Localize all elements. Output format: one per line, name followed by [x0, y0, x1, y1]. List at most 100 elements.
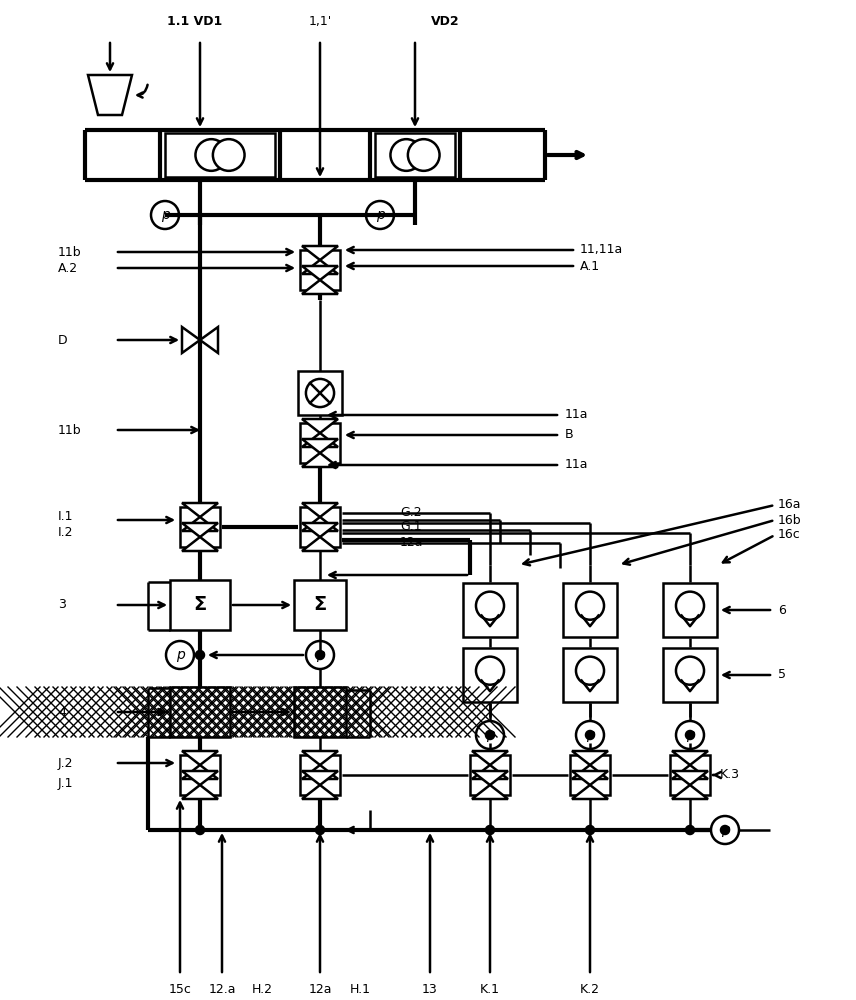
Text: H.1: H.1 — [349, 983, 371, 996]
Text: 5: 5 — [778, 668, 786, 682]
Text: 6: 6 — [778, 603, 786, 616]
Circle shape — [676, 721, 704, 749]
Polygon shape — [302, 419, 338, 433]
Circle shape — [721, 826, 729, 834]
Polygon shape — [572, 751, 608, 765]
Polygon shape — [182, 523, 218, 537]
Text: p: p — [161, 208, 169, 222]
Text: K.3: K.3 — [720, 768, 740, 782]
Bar — [663, 583, 717, 637]
Polygon shape — [182, 503, 218, 517]
Polygon shape — [472, 771, 508, 785]
Text: p: p — [175, 648, 184, 662]
Circle shape — [407, 139, 439, 171]
Bar — [170, 687, 230, 737]
Text: G.2: G.2 — [400, 506, 422, 520]
Polygon shape — [182, 537, 218, 551]
Text: p: p — [316, 648, 324, 662]
Bar — [570, 755, 610, 795]
Polygon shape — [472, 785, 508, 799]
Polygon shape — [672, 771, 708, 785]
Text: 11a: 11a — [565, 458, 588, 472]
Bar — [298, 371, 342, 415]
Text: 11b: 11b — [58, 424, 81, 436]
Polygon shape — [302, 503, 338, 517]
Polygon shape — [472, 765, 508, 779]
Circle shape — [686, 826, 694, 834]
Bar — [180, 507, 220, 547]
Text: K.1: K.1 — [480, 983, 500, 996]
Polygon shape — [672, 785, 708, 799]
Text: A.1: A.1 — [580, 259, 600, 272]
Circle shape — [213, 139, 245, 171]
Polygon shape — [302, 517, 338, 531]
Polygon shape — [302, 453, 338, 467]
Text: p: p — [376, 208, 384, 222]
Polygon shape — [302, 771, 338, 785]
Circle shape — [676, 657, 704, 685]
Text: I.1: I.1 — [58, 510, 74, 524]
Text: 3: 3 — [58, 598, 66, 611]
Circle shape — [486, 826, 494, 834]
Text: p: p — [586, 728, 594, 742]
Polygon shape — [182, 765, 218, 779]
Text: p: p — [485, 728, 495, 742]
Text: VD2: VD2 — [431, 15, 460, 28]
Polygon shape — [302, 751, 338, 765]
Polygon shape — [302, 439, 338, 453]
Circle shape — [195, 139, 227, 171]
Text: 12a: 12a — [400, 536, 424, 550]
Polygon shape — [672, 765, 708, 779]
Polygon shape — [200, 327, 218, 353]
Text: J.2: J.2 — [58, 756, 74, 770]
Text: 12.a: 12.a — [208, 983, 235, 996]
Text: B: B — [565, 428, 574, 442]
Polygon shape — [302, 765, 338, 779]
Polygon shape — [302, 280, 338, 294]
Circle shape — [576, 657, 604, 685]
Text: 4: 4 — [58, 706, 66, 718]
Text: A.2: A.2 — [58, 261, 78, 274]
Circle shape — [196, 826, 204, 834]
Text: H.2: H.2 — [252, 983, 272, 996]
Circle shape — [196, 651, 204, 659]
Text: 16b: 16b — [778, 514, 801, 526]
Polygon shape — [672, 751, 708, 765]
Text: 16a: 16a — [778, 498, 801, 512]
Bar — [563, 648, 617, 702]
Circle shape — [151, 201, 179, 229]
Text: 13: 13 — [422, 983, 438, 996]
Polygon shape — [182, 785, 218, 799]
Circle shape — [316, 826, 324, 834]
Bar — [180, 755, 220, 795]
Circle shape — [476, 721, 504, 749]
Polygon shape — [302, 246, 338, 260]
Text: G.1: G.1 — [400, 520, 422, 534]
Bar — [300, 755, 340, 795]
Text: 1.1 VD1: 1.1 VD1 — [168, 15, 223, 28]
Polygon shape — [472, 751, 508, 765]
Bar — [300, 507, 340, 547]
Circle shape — [586, 826, 594, 834]
Circle shape — [166, 641, 194, 669]
Polygon shape — [302, 260, 338, 274]
Bar — [670, 755, 710, 795]
Polygon shape — [182, 771, 218, 785]
Polygon shape — [182, 327, 200, 353]
Bar — [170, 580, 230, 630]
Polygon shape — [302, 523, 338, 537]
Circle shape — [306, 379, 334, 407]
Bar — [375, 133, 455, 177]
Text: 11a: 11a — [565, 408, 588, 422]
Circle shape — [306, 641, 334, 669]
Text: p: p — [721, 823, 729, 837]
Circle shape — [576, 721, 604, 749]
Text: I.2: I.2 — [58, 526, 74, 538]
Circle shape — [686, 731, 694, 739]
Polygon shape — [182, 751, 218, 765]
Circle shape — [586, 731, 594, 739]
Circle shape — [366, 201, 394, 229]
Polygon shape — [302, 785, 338, 799]
Text: 1,1': 1,1' — [308, 15, 331, 28]
Polygon shape — [302, 537, 338, 551]
